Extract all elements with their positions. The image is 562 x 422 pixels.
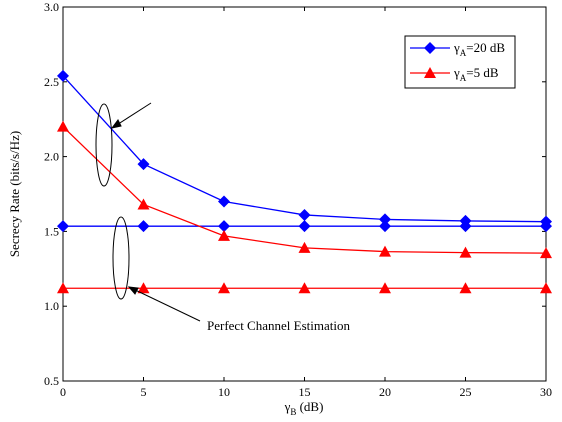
x-tick-label: 0 [60,385,66,399]
annotation-arrowhead-bottom [127,286,139,295]
series-point-2 [540,247,552,259]
series-point-0 [379,213,391,226]
legend-label-1-rest: =20 dB [466,40,505,55]
x-axis-label: γB (dB) [284,399,324,417]
y-tick-label: 1.0 [44,299,59,313]
series-point-2 [298,241,311,253]
x-axis-label-unit: (dB) [296,399,323,414]
legend-label-1-sub: A [460,48,467,58]
series-point-3 [218,282,230,294]
series-point-2 [459,246,472,258]
x-tick-label: 5 [141,385,147,399]
series-point-1 [540,220,552,233]
x-tick-label: 15 [299,385,311,399]
annotation-arrowhead-top [110,119,122,129]
legend: γA=20 dB γA=5 dB [404,35,516,89]
legend-label-2-rest: =5 dB [466,65,499,80]
y-tick-label: 3.0 [44,0,59,14]
series-point-3 [540,282,552,294]
legend-marker-1 [424,42,436,54]
y-tick-label: 0.5 [44,374,59,388]
x-axis-label-sub: B [290,407,296,417]
series-point-1 [379,220,391,233]
series-point-3 [298,282,311,294]
series-point-3 [137,282,150,294]
annotation-arrow-bottom [128,286,201,322]
series-point-3 [57,282,69,294]
series-point-2 [218,229,230,241]
series-group [57,69,552,294]
x-axis-label-gamma: γ [284,399,291,414]
legend-label-2-sub: A [460,73,467,83]
annotation-ellipse-bottom [112,216,130,300]
annotation-perfect-channel: Perfect Channel Estimation [207,318,350,333]
legend-label-1: γA=20 dB [453,40,505,58]
series-point-1 [218,220,230,233]
x-tick-label: 25 [460,385,472,399]
series-point-2 [57,120,69,132]
series-point-3 [459,282,472,294]
x-tick-label: 20 [379,385,391,399]
series-point-1 [57,220,69,233]
series-point-1 [298,220,311,233]
annotations [95,102,201,322]
series-point-0 [57,69,69,82]
series-point-0 [298,208,311,221]
annotation-ellipse-top [95,103,113,187]
legend-label-2: γA=5 dB [453,65,499,83]
legend-label-2-gamma: γ [453,65,460,80]
y-tick-label: 1.5 [44,224,59,238]
series-point-3 [379,282,391,294]
series-point-0 [218,195,230,208]
legend-marker-2 [424,67,436,78]
legend-box [404,35,516,89]
y-tick-label: 2.5 [44,75,59,89]
series-point-0 [137,158,150,171]
x-tick-label: 30 [540,385,552,399]
legend-label-1-gamma: γ [453,40,460,55]
tick-group: 0 5 10 15 20 25 30 0.5 1.0 1.5 2.0 2.5 3.0 [44,0,552,399]
series-point-2 [379,245,391,257]
series-point-2 [137,198,150,210]
series-point-1 [137,220,150,233]
series-point-1 [459,220,472,233]
x-tick-label: 10 [218,385,230,399]
y-axis-label: Secrecy Rate (bits/s/Hz) [7,131,22,257]
y-tick-label: 2.0 [44,150,59,164]
